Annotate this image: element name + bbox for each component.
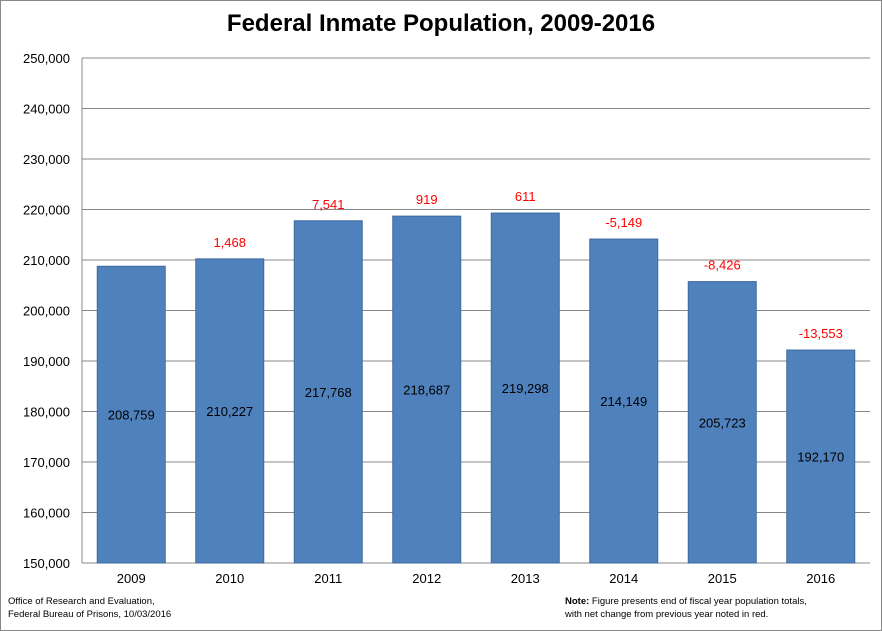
x-tick-label: 2014	[609, 571, 638, 586]
y-tick-label: 200,000	[23, 304, 70, 319]
bar	[786, 349, 856, 564]
net-change-label: 7,541	[312, 197, 345, 212]
bar-value-label: 214,149	[600, 394, 647, 409]
note-line-1: Figure presents end of fiscal year popul…	[589, 596, 807, 607]
x-tick-label: 2013	[511, 571, 540, 586]
bar	[96, 265, 166, 564]
y-tick-label: 250,000	[23, 51, 70, 66]
bar	[589, 238, 659, 564]
bar	[687, 281, 757, 564]
figure-note: Note: Figure presents end of fiscal year…	[565, 595, 807, 621]
net-change-label: 1,468	[213, 235, 246, 250]
bar-value-label: 218,687	[403, 383, 450, 398]
y-tick-label: 230,000	[23, 152, 70, 167]
y-tick-label: 160,000	[23, 506, 70, 521]
bar	[392, 215, 462, 564]
y-tick-label: 170,000	[23, 455, 70, 470]
bar-value-label: 205,723	[699, 415, 746, 430]
bar-value-label: 219,298	[502, 381, 549, 396]
chart-title: Federal Inmate Population, 2009-2016	[226, 10, 656, 37]
y-tick-label: 190,000	[23, 354, 70, 369]
x-tick-label: 2016	[806, 571, 835, 586]
y-tick-label: 180,000	[23, 405, 70, 420]
bar-value-label: 217,768	[305, 385, 352, 400]
bar	[293, 220, 363, 564]
y-tick-label: 150,000	[23, 556, 70, 571]
bar-value-label: 208,759	[108, 408, 155, 423]
source-note: Office of Research and Evaluation, Feder…	[8, 595, 171, 621]
net-change-label: -8,426	[704, 258, 741, 273]
y-tick-label: 210,000	[23, 253, 70, 268]
y-tick-label: 240,000	[23, 102, 70, 117]
note-line-2: with net change from previous year noted…	[565, 609, 769, 620]
source-line-1: Office of Research and Evaluation,	[8, 596, 155, 607]
net-change-label: 919	[416, 192, 438, 207]
net-change-label: -5,149	[605, 215, 642, 230]
x-tick-label: 2010	[215, 571, 244, 586]
bar-value-label: 192,170	[797, 450, 844, 465]
bar	[490, 212, 560, 564]
x-tick-label: 2015	[708, 571, 737, 586]
x-tick-label: 2012	[412, 571, 441, 586]
y-tick-label: 220,000	[23, 203, 70, 218]
bar-value-label: 210,227	[206, 404, 253, 419]
net-change-label: 611	[515, 189, 536, 204]
note-label: Note:	[565, 596, 590, 607]
x-tick-label: 2011	[314, 571, 342, 586]
bar	[195, 258, 265, 564]
source-line-2: Federal Bureau of Prisons, 10/03/2016	[8, 609, 172, 620]
x-tick-label: 2009	[117, 571, 146, 586]
net-change-label: -13,553	[799, 326, 843, 341]
